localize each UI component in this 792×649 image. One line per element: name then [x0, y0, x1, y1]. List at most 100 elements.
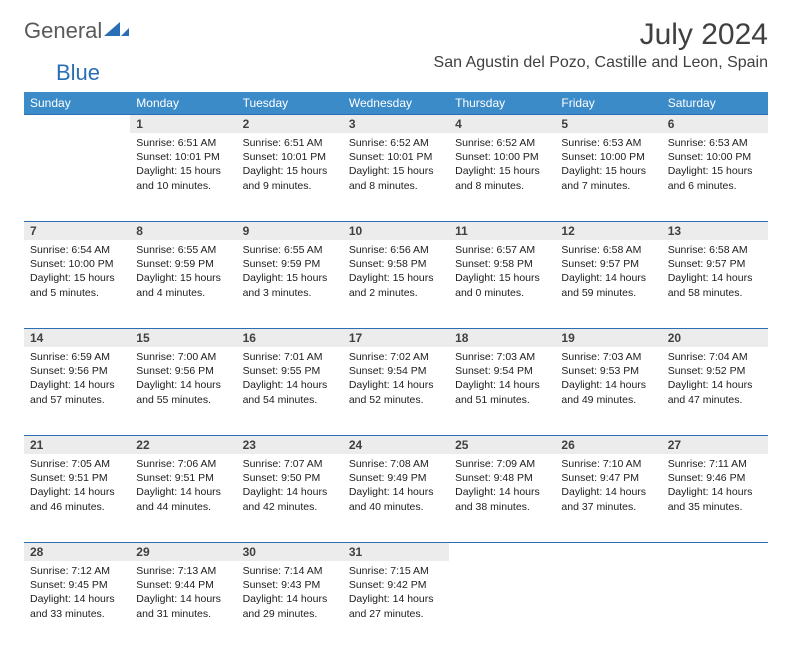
day-cell: Sunrise: 7:02 AMSunset: 9:54 PMDaylight:…: [343, 347, 449, 436]
day-info: Sunrise: 6:53 AMSunset: 10:00 PMDaylight…: [555, 133, 661, 193]
day-cell: Sunrise: 6:59 AMSunset: 9:56 PMDaylight:…: [24, 347, 130, 436]
day-number: [555, 543, 661, 562]
day-number: 23: [237, 436, 343, 455]
day-number-row: 21222324252627: [24, 436, 768, 455]
day-number: 21: [24, 436, 130, 455]
day-number: 28: [24, 543, 130, 562]
weekday-header: Saturday: [662, 92, 768, 115]
weekday-header: Wednesday: [343, 92, 449, 115]
day-info: Sunrise: 7:06 AMSunset: 9:51 PMDaylight:…: [130, 454, 236, 514]
weekday-header-row: Sunday Monday Tuesday Wednesday Thursday…: [24, 92, 768, 115]
day-info: Sunrise: 7:09 AMSunset: 9:48 PMDaylight:…: [449, 454, 555, 514]
day-number: 20: [662, 329, 768, 348]
day-cell: Sunrise: 7:09 AMSunset: 9:48 PMDaylight:…: [449, 454, 555, 543]
day-cell: [662, 561, 768, 649]
day-number: 26: [555, 436, 661, 455]
day-number: [449, 543, 555, 562]
day-number: 31: [343, 543, 449, 562]
day-info: Sunrise: 7:02 AMSunset: 9:54 PMDaylight:…: [343, 347, 449, 407]
day-number: 9: [237, 222, 343, 241]
day-number: 2: [237, 115, 343, 134]
day-info-row: Sunrise: 6:54 AMSunset: 10:00 PMDaylight…: [24, 240, 768, 329]
calendar-table: Sunday Monday Tuesday Wednesday Thursday…: [24, 92, 768, 649]
day-cell: Sunrise: 6:58 AMSunset: 9:57 PMDaylight:…: [555, 240, 661, 329]
day-cell: Sunrise: 6:51 AMSunset: 10:01 PMDaylight…: [237, 133, 343, 222]
day-cell: Sunrise: 7:08 AMSunset: 9:49 PMDaylight:…: [343, 454, 449, 543]
day-cell: Sunrise: 6:55 AMSunset: 9:59 PMDaylight:…: [130, 240, 236, 329]
day-cell: Sunrise: 6:57 AMSunset: 9:58 PMDaylight:…: [449, 240, 555, 329]
weekday-header: Tuesday: [237, 92, 343, 115]
day-info: Sunrise: 6:51 AMSunset: 10:01 PMDaylight…: [237, 133, 343, 193]
day-number: 1: [130, 115, 236, 134]
day-cell: [555, 561, 661, 649]
weekday-header: Monday: [130, 92, 236, 115]
day-info: Sunrise: 7:05 AMSunset: 9:51 PMDaylight:…: [24, 454, 130, 514]
day-info: Sunrise: 6:55 AMSunset: 9:59 PMDaylight:…: [130, 240, 236, 300]
day-number-row: 123456: [24, 115, 768, 134]
day-cell: Sunrise: 6:56 AMSunset: 9:58 PMDaylight:…: [343, 240, 449, 329]
day-info-row: Sunrise: 7:12 AMSunset: 9:45 PMDaylight:…: [24, 561, 768, 649]
weekday-header: Thursday: [449, 92, 555, 115]
day-cell: Sunrise: 7:03 AMSunset: 9:54 PMDaylight:…: [449, 347, 555, 436]
day-info: Sunrise: 7:08 AMSunset: 9:49 PMDaylight:…: [343, 454, 449, 514]
day-info: Sunrise: 6:57 AMSunset: 9:58 PMDaylight:…: [449, 240, 555, 300]
day-info: Sunrise: 7:03 AMSunset: 9:54 PMDaylight:…: [449, 347, 555, 407]
day-number: 6: [662, 115, 768, 134]
day-info: Sunrise: 6:58 AMSunset: 9:57 PMDaylight:…: [555, 240, 661, 300]
day-cell: Sunrise: 7:00 AMSunset: 9:56 PMDaylight:…: [130, 347, 236, 436]
day-cell: Sunrise: 6:52 AMSunset: 10:00 PMDaylight…: [449, 133, 555, 222]
brand-logo: General: [24, 18, 132, 44]
day-number: 17: [343, 329, 449, 348]
day-info: Sunrise: 6:56 AMSunset: 9:58 PMDaylight:…: [343, 240, 449, 300]
day-info: Sunrise: 7:01 AMSunset: 9:55 PMDaylight:…: [237, 347, 343, 407]
day-cell: Sunrise: 7:05 AMSunset: 9:51 PMDaylight:…: [24, 454, 130, 543]
month-title: July 2024: [434, 18, 768, 52]
day-info: Sunrise: 6:54 AMSunset: 10:00 PMDaylight…: [24, 240, 130, 300]
day-number: 30: [237, 543, 343, 562]
day-number: 16: [237, 329, 343, 348]
day-number: 18: [449, 329, 555, 348]
day-cell: [449, 561, 555, 649]
weekday-header: Sunday: [24, 92, 130, 115]
day-cell: Sunrise: 6:53 AMSunset: 10:00 PMDaylight…: [662, 133, 768, 222]
day-info: Sunrise: 6:53 AMSunset: 10:00 PMDaylight…: [662, 133, 768, 193]
day-number: 19: [555, 329, 661, 348]
day-info: Sunrise: 7:10 AMSunset: 9:47 PMDaylight:…: [555, 454, 661, 514]
day-info: Sunrise: 7:03 AMSunset: 9:53 PMDaylight:…: [555, 347, 661, 407]
day-cell: Sunrise: 7:01 AMSunset: 9:55 PMDaylight:…: [237, 347, 343, 436]
brand-text-1: General: [24, 18, 102, 44]
day-info: Sunrise: 6:52 AMSunset: 10:01 PMDaylight…: [343, 133, 449, 193]
day-cell: Sunrise: 7:06 AMSunset: 9:51 PMDaylight:…: [130, 454, 236, 543]
day-cell: Sunrise: 7:03 AMSunset: 9:53 PMDaylight:…: [555, 347, 661, 436]
day-number: [24, 115, 130, 134]
day-number: 12: [555, 222, 661, 241]
day-info: Sunrise: 6:51 AMSunset: 10:01 PMDaylight…: [130, 133, 236, 193]
day-number: 8: [130, 222, 236, 241]
day-info-row: Sunrise: 6:59 AMSunset: 9:56 PMDaylight:…: [24, 347, 768, 436]
day-number: 27: [662, 436, 768, 455]
day-cell: Sunrise: 6:51 AMSunset: 10:01 PMDaylight…: [130, 133, 236, 222]
day-info: Sunrise: 7:11 AMSunset: 9:46 PMDaylight:…: [662, 454, 768, 514]
day-number: 29: [130, 543, 236, 562]
day-number: 11: [449, 222, 555, 241]
day-cell: Sunrise: 7:12 AMSunset: 9:45 PMDaylight:…: [24, 561, 130, 649]
day-number: 3: [343, 115, 449, 134]
day-number: 7: [24, 222, 130, 241]
brand-text-2: Blue: [56, 60, 100, 86]
day-number: 15: [130, 329, 236, 348]
day-number: [662, 543, 768, 562]
day-number: 5: [555, 115, 661, 134]
day-info: Sunrise: 7:04 AMSunset: 9:52 PMDaylight:…: [662, 347, 768, 407]
day-number-row: 28293031: [24, 543, 768, 562]
day-cell: Sunrise: 7:14 AMSunset: 9:43 PMDaylight:…: [237, 561, 343, 649]
day-number-row: 14151617181920: [24, 329, 768, 348]
day-number: 13: [662, 222, 768, 241]
day-number: 14: [24, 329, 130, 348]
location: San Agustin del Pozo, Castille and Leon,…: [434, 54, 768, 72]
day-cell: Sunrise: 6:52 AMSunset: 10:01 PMDaylight…: [343, 133, 449, 222]
weekday-header: Friday: [555, 92, 661, 115]
day-info: Sunrise: 7:07 AMSunset: 9:50 PMDaylight:…: [237, 454, 343, 514]
day-cell: Sunrise: 6:55 AMSunset: 9:59 PMDaylight:…: [237, 240, 343, 329]
day-info-row: Sunrise: 6:51 AMSunset: 10:01 PMDaylight…: [24, 133, 768, 222]
day-info: Sunrise: 6:59 AMSunset: 9:56 PMDaylight:…: [24, 347, 130, 407]
